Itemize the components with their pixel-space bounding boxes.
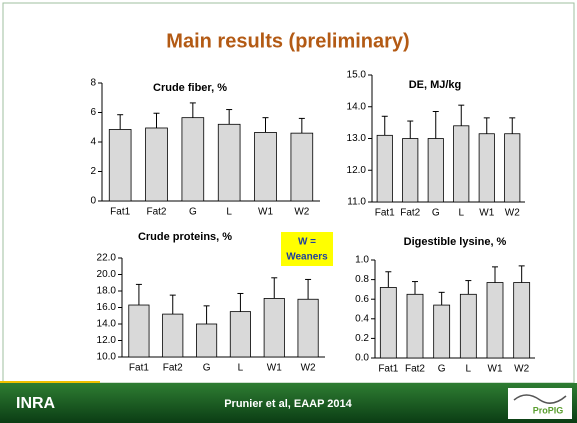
y-tick-label: 12.0 — [97, 335, 117, 346]
bar — [513, 282, 531, 359]
bar — [254, 132, 277, 202]
x-tick-label: Fat1 — [129, 363, 149, 374]
bar — [217, 123, 241, 202]
chart-title: Digestible lysine, % — [404, 236, 507, 248]
bar — [459, 293, 477, 359]
chart-title: Crude proteins, % — [138, 231, 232, 243]
bar — [406, 293, 424, 359]
x-tick-label: Fat1 — [375, 208, 395, 219]
x-tick-label: W1 — [258, 207, 273, 218]
note-line: W = — [298, 237, 316, 248]
logo-right-box — [508, 388, 572, 419]
note-box — [281, 232, 333, 266]
y-tick-label: 1.0 — [355, 255, 369, 266]
y-tick-label: 0.8 — [355, 274, 369, 285]
footer-bar — [0, 383, 577, 423]
x-tick-label: W1 — [267, 363, 282, 374]
footer-text: Prunier et al, EAAP 2014 — [224, 398, 352, 410]
y-tick-label: 20.0 — [97, 269, 117, 280]
x-tick-label: G — [203, 363, 211, 374]
bar — [290, 132, 314, 202]
x-tick-label: Fat2 — [405, 364, 425, 375]
y-tick-label: 22.0 — [97, 253, 117, 264]
y-tick-label: 12.0 — [347, 165, 367, 176]
bar — [427, 138, 444, 203]
y-tick-label: 10.0 — [97, 352, 117, 363]
logo-right-icon — [513, 394, 567, 404]
x-tick-label: Fat1 — [378, 364, 398, 375]
x-tick-label: W1 — [488, 364, 503, 375]
x-tick-label: Fat1 — [110, 207, 130, 218]
y-tick-label: 0.0 — [355, 353, 369, 364]
y-tick-label: 4 — [90, 137, 96, 148]
bar — [145, 127, 168, 202]
bar — [196, 323, 218, 358]
x-tick-label: W1 — [479, 208, 494, 219]
x-tick-label: L — [238, 363, 244, 374]
x-tick-label: G — [189, 207, 197, 218]
chart-title: DE, MJ/kg — [409, 79, 462, 91]
bar — [108, 129, 132, 202]
slide-title: Main results (preliminary) — [166, 30, 409, 52]
x-tick-label: W2 — [514, 364, 529, 375]
chart-title: Crude fiber, % — [153, 82, 227, 94]
x-tick-label: G — [432, 208, 440, 219]
y-tick-label: 18.0 — [97, 286, 117, 297]
bar — [263, 298, 285, 358]
x-tick-label: Fat2 — [163, 363, 183, 374]
y-tick-label: 0 — [90, 196, 96, 207]
y-tick-label: 0.6 — [355, 294, 369, 305]
bar — [433, 304, 451, 359]
bar — [162, 313, 184, 358]
y-tick-label: 11.0 — [347, 197, 366, 208]
x-tick-label: Fat2 — [146, 207, 166, 218]
bar — [453, 125, 470, 203]
y-tick-label: 14.0 — [347, 101, 367, 112]
bar — [504, 133, 521, 203]
bar — [402, 138, 419, 203]
x-tick-label: W2 — [505, 208, 520, 219]
bar — [229, 311, 251, 358]
bar — [478, 133, 495, 203]
y-tick-label: 0.4 — [355, 313, 369, 324]
y-tick-label: 16.0 — [97, 302, 117, 313]
bar — [297, 298, 319, 358]
y-tick-label: 0.2 — [355, 333, 369, 344]
x-tick-label: W2 — [294, 207, 309, 218]
logo-left: INRA — [16, 395, 56, 412]
y-tick-label: 14.0 — [97, 319, 117, 330]
logo-right: ProPIG — [533, 405, 564, 415]
y-tick-label: 15.0 — [347, 70, 367, 81]
y-tick-label: 2 — [90, 166, 96, 177]
x-tick-label: W2 — [301, 363, 316, 374]
bar — [486, 282, 504, 359]
x-tick-label: L — [458, 208, 464, 219]
x-tick-label: G — [438, 364, 446, 375]
y-tick-label: 8 — [90, 78, 96, 89]
note-line: Weaners — [286, 252, 328, 263]
bar — [379, 287, 397, 359]
y-tick-label: 6 — [90, 107, 96, 118]
y-tick-label: 13.0 — [347, 133, 367, 144]
bar — [181, 117, 205, 202]
x-tick-label: Fat2 — [400, 208, 420, 219]
x-tick-label: L — [466, 364, 472, 375]
x-tick-label: L — [226, 207, 232, 218]
bar — [376, 134, 393, 203]
bar — [128, 304, 150, 358]
